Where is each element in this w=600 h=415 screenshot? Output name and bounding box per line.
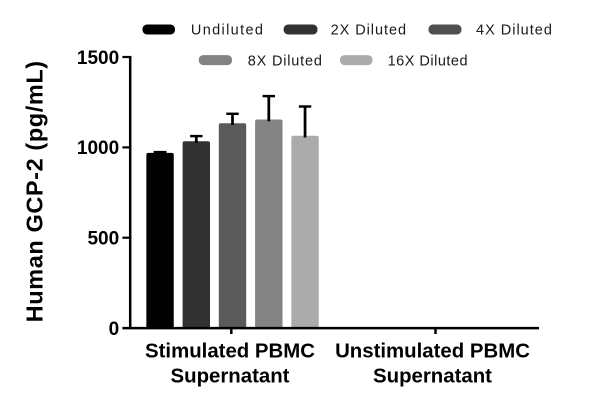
svg-text:Supernatant: Supernatant	[171, 366, 290, 388]
svg-text:2X Diluted: 2X Diluted	[331, 23, 407, 39]
svg-text:Supernatant: Supernatant	[373, 366, 492, 388]
svg-text:8X Diluted: 8X Diluted	[248, 53, 323, 69]
svg-text:Stimulated PBMC: Stimulated PBMC	[145, 341, 315, 363]
svg-text:0: 0	[109, 319, 120, 340]
svg-text:4X Diluted: 4X Diluted	[476, 23, 553, 39]
svg-text:Human GCP-2 (pg/mL): Human GCP-2 (pg/mL)	[22, 60, 48, 322]
svg-text:500: 500	[87, 229, 119, 250]
svg-text:1000: 1000	[77, 138, 119, 159]
svg-text:Undiluted: Undiluted	[191, 23, 264, 39]
svg-text:1500: 1500	[77, 48, 119, 69]
svg-text:Unstimulated PBMC: Unstimulated PBMC	[335, 341, 530, 363]
svg-text:16X Diluted: 16X Diluted	[388, 53, 468, 69]
